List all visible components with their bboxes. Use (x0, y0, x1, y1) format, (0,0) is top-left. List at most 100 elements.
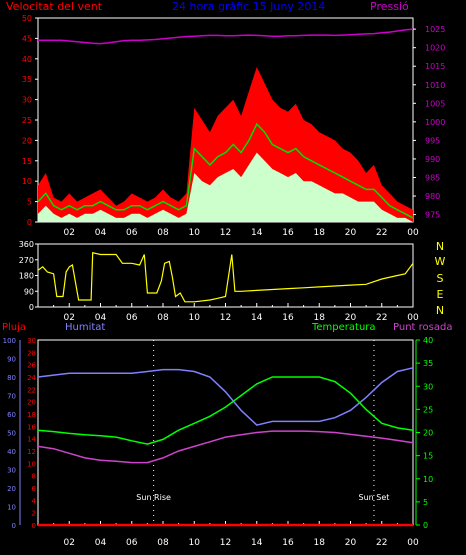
rain-y-tick-label: 30 (27, 337, 36, 345)
wind-y-tick-label: 10 (22, 177, 32, 186)
wind-y-tick-label: 25 (22, 116, 32, 125)
wind-y-tick-label: 20 (22, 136, 32, 145)
pressure-axis-title: Pressió (370, 0, 409, 13)
direction-x-tick-label: 04 (95, 313, 107, 323)
direction-x-tick-label: 18 (314, 313, 326, 323)
pressure-y-tick-label: 980 (425, 192, 440, 201)
rain-y-tick-label: 12 (27, 448, 36, 456)
direction-x-tick-label: 00 (407, 313, 419, 323)
temperature-y-tick-label: 0 (423, 521, 428, 530)
temperature-x-tick-label: 12 (220, 538, 231, 548)
rain-y-tick-label: 20 (27, 399, 36, 407)
rain-y-tick-label: 22 (27, 386, 36, 394)
wind-y-tick-label: 15 (22, 157, 32, 166)
temperature-x-tick-label: 04 (95, 538, 107, 548)
temperature-x-tick-label: 22 (376, 538, 387, 548)
pressure-y-tick-label: 1010 (425, 81, 445, 90)
wind-x-tick-label: 08 (157, 228, 169, 238)
temperature-x-tick-label: 14 (251, 538, 263, 548)
wind-pressure-panel: 0510152025303540455097598098599099510001… (22, 14, 446, 238)
wind-y-tick-label: 0 (27, 218, 32, 227)
temperature-x-tick-label: 10 (189, 538, 201, 548)
pressure-y-tick-label: 990 (425, 155, 440, 164)
pressure-y-tick-label: 985 (425, 173, 440, 182)
humidity-y-tick-label: 90 (7, 356, 16, 364)
dewpoint-axis-title: Punt rosada (393, 322, 452, 333)
humidity-y-tick-label: 70 (7, 393, 16, 401)
temperature-x-tick-label: 16 (282, 538, 294, 548)
direction-x-tick-label: 16 (282, 313, 294, 323)
wind-y-tick-label: 30 (22, 96, 32, 105)
temperature-x-tick-label: 08 (157, 538, 169, 548)
temperature-x-tick-label: 02 (64, 538, 75, 548)
temperature-x-tick-label: 06 (126, 538, 138, 548)
direction-y-tick-label: 180 (19, 272, 34, 281)
wind-x-tick-label: 16 (282, 228, 294, 238)
sun-event-label: Sun Set (358, 493, 389, 502)
humidity-y-tick-label: 20 (7, 485, 16, 493)
wind-x-tick-label: 00 (407, 228, 419, 238)
wind-x-tick-label: 20 (345, 228, 357, 238)
pressure-y-tick-label: 1000 (425, 118, 445, 127)
temperature-y-tick-label: 5 (423, 498, 428, 507)
temperature-y-tick-label: 25 (423, 405, 433, 414)
temperature-frame (37, 339, 414, 526)
pressure-y-tick-label: 1020 (425, 44, 445, 53)
wind-x-tick-label: 04 (95, 228, 107, 238)
wind-x-tick-label: 14 (251, 228, 263, 238)
rain-y-tick-label: 2 (32, 510, 36, 518)
rain-y-tick-label: 18 (27, 411, 36, 419)
humidity-line (37, 367, 414, 426)
direction-x-tick-label: 06 (126, 313, 138, 323)
wind-average-line (37, 122, 414, 219)
wind-x-tick-label: 02 (64, 228, 75, 238)
wind-y-tick-label: 35 (22, 75, 32, 84)
compass-label: W (435, 255, 446, 268)
pressure-y-tick-label: 1015 (425, 62, 445, 71)
temperature-x-tick-label: 00 (407, 538, 419, 548)
pressure-y-tick-label: 995 (425, 136, 440, 145)
wind-x-tick-label: 12 (220, 228, 231, 238)
wind-y-tick-label: 45 (22, 34, 32, 43)
chart-title: 24 hora gràfic 15 Juny 2014 (172, 0, 325, 13)
wind-y-tick-label: 50 (22, 14, 32, 23)
rain-y-tick-label: 8 (32, 473, 36, 481)
temperature-x-tick-label: 18 (314, 538, 326, 548)
rain-y-tick-label: 14 (27, 436, 36, 444)
wind-x-tick-label: 06 (126, 228, 138, 238)
direction-y-tick-label: 270 (19, 256, 34, 265)
compass-label: E (437, 288, 444, 301)
temperature-y-tick-label: 15 (423, 452, 433, 461)
pressure-y-tick-label: 975 (425, 211, 440, 220)
direction-y-tick-label: 360 (19, 240, 34, 249)
temperature-axis-title: Temperatura (311, 322, 376, 333)
temperature-y-tick-label: 20 (423, 429, 433, 438)
wind-direction-line (37, 252, 414, 303)
rain-y-tick-label: 6 (32, 485, 37, 493)
direction-x-tick-label: 14 (251, 313, 263, 323)
wind-x-tick-label: 22 (376, 228, 387, 238)
compass-label: N (436, 240, 444, 253)
temperature-y-tick-label: 10 (423, 475, 433, 484)
humidity-y-tick-label: 10 (7, 504, 16, 512)
humidity-axis-title: Humitat (65, 322, 105, 333)
rain-y-tick-label: 26 (27, 362, 36, 370)
direction-x-tick-label: 08 (157, 313, 169, 323)
wind-y-tick-label: 40 (22, 55, 32, 64)
direction-x-tick-label: 22 (376, 313, 387, 323)
temperature-line (37, 376, 414, 445)
humidity-y-tick-label: 100 (3, 337, 16, 345)
rain-axis-title: Pluja (2, 322, 26, 333)
wind-y-tick-label: 5 (27, 198, 32, 207)
humidity-y-tick-label: 80 (7, 374, 16, 382)
rain-y-tick-label: 4 (32, 497, 37, 505)
humidity-y-tick-label: 40 (7, 448, 16, 456)
direction-x-tick-label: 12 (220, 313, 231, 323)
humidity-y-tick-label: 50 (7, 430, 16, 438)
pressure-line (38, 28, 414, 45)
rain-y-tick-label: 16 (27, 423, 36, 431)
rain-y-tick-label: 28 (27, 349, 36, 357)
pressure-y-tick-label: 1025 (425, 25, 445, 34)
